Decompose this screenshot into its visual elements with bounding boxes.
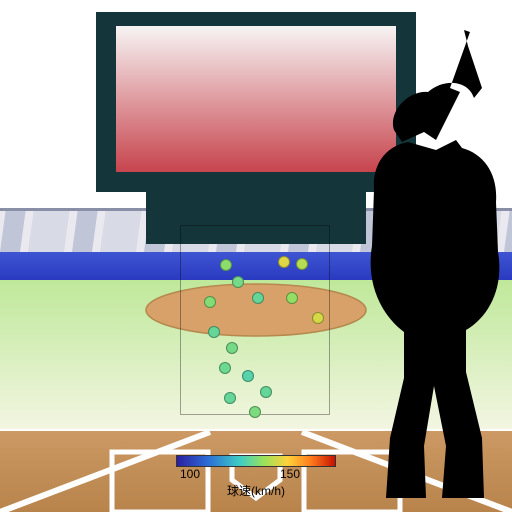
pitch-marker (226, 342, 238, 354)
speed-legend: 100 150 球速(km/h) (176, 455, 336, 499)
legend-tick-100: 100 (180, 467, 200, 481)
batter-silhouette (316, 30, 512, 500)
legend-colorbar (176, 455, 336, 467)
legend-ticks: 100 150 (176, 467, 336, 481)
legend-tick-150: 150 (280, 467, 300, 481)
pitch-marker (278, 256, 290, 268)
pitch-marker (286, 292, 298, 304)
pitch-marker (219, 362, 231, 374)
pitch-marker (208, 326, 220, 338)
pitch-marker (260, 386, 272, 398)
pitch-marker (220, 259, 232, 271)
pitch-marker (204, 296, 216, 308)
strike-zone (180, 225, 330, 415)
pitch-marker (232, 276, 244, 288)
pitch-marker (242, 370, 254, 382)
pitch-marker (224, 392, 236, 404)
pitch-marker (252, 292, 264, 304)
legend-label: 球速(km/h) (176, 482, 336, 499)
pitch-marker (296, 258, 308, 270)
pitch-marker (249, 406, 261, 418)
